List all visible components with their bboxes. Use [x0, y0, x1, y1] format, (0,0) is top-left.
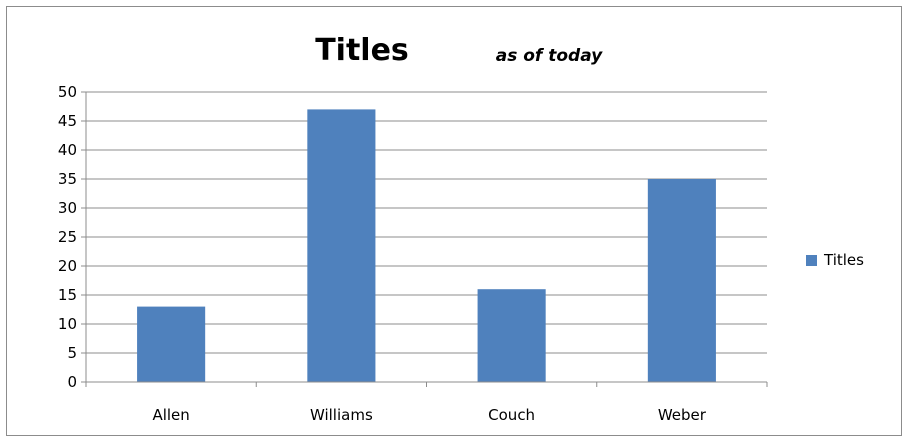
y-tick-label-35: 35 — [58, 170, 77, 188]
chart-title: Titles — [315, 33, 409, 68]
y-tick-label-10: 10 — [58, 315, 77, 333]
y-tick-label-15: 15 — [58, 286, 77, 304]
y-tick-label-5: 5 — [67, 344, 77, 362]
bar-weber — [647, 179, 716, 382]
y-tick-label-45: 45 — [58, 112, 77, 130]
y-tick-label-20: 20 — [58, 257, 77, 275]
y-tick-label-50: 50 — [58, 83, 77, 101]
legend-swatch-titles — [806, 255, 817, 266]
bar-allen — [137, 306, 206, 382]
y-tick-label-40: 40 — [58, 141, 77, 159]
legend-label-titles: Titles — [823, 251, 864, 269]
legend: Titles — [806, 251, 864, 269]
x-category-label-allen: Allen — [152, 406, 189, 424]
bar-williams — [307, 109, 376, 383]
y-tick-label-25: 25 — [58, 228, 77, 246]
bars — [137, 109, 716, 383]
x-category-label-couch: Couch — [488, 406, 535, 424]
y-tick-label-0: 0 — [67, 373, 77, 391]
bar-couch — [477, 289, 546, 382]
x-category-label-williams: Williams — [310, 406, 373, 424]
y-tick-label-30: 30 — [58, 199, 77, 217]
x-axis: Allen Williams Couch Weber — [85, 381, 768, 424]
y-axis: 0 5 10 15 20 25 30 35 40 45 50 — [58, 83, 87, 391]
x-category-label-weber: Weber — [658, 406, 707, 424]
chart-subtitle: as of today — [496, 46, 603, 66]
